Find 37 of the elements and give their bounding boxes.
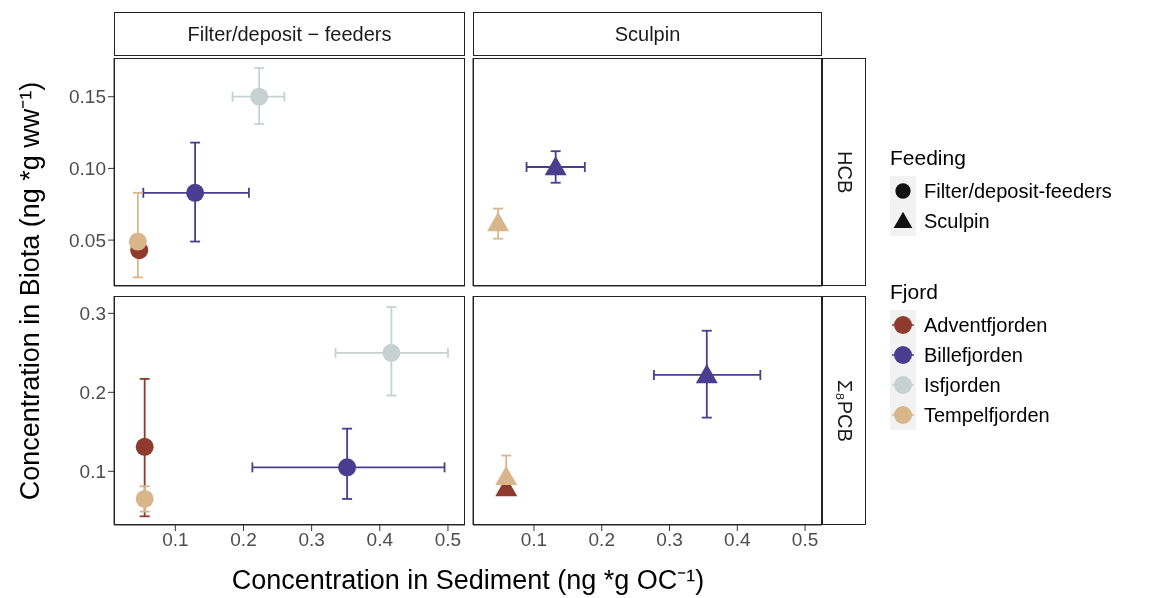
x-axis-title: Concentration in Sediment (ng *g OC⁻¹) xyxy=(231,563,705,597)
legend-label: Billefjorden xyxy=(924,343,1023,367)
y-tick-label: 0.3 xyxy=(79,303,106,325)
legend-label: Tempelfjorden xyxy=(924,403,1050,427)
legend-title: Fjord xyxy=(890,280,939,304)
chart-title: Sculpin xyxy=(473,12,822,56)
x-tick-label: 0.2 xyxy=(588,529,615,551)
point xyxy=(382,343,401,362)
x-tick-label: 0.1 xyxy=(520,529,548,551)
y-axis-title: Concentration in Biota (ng *g ww⁻¹) xyxy=(13,81,46,501)
y-tick-label: 0.2 xyxy=(79,382,106,404)
legend-label: Adventfjorden xyxy=(924,313,1048,337)
text: Feeding xyxy=(890,146,967,170)
text: Filter/deposit-feeders xyxy=(924,179,1112,203)
x-tick-label: 0.1 xyxy=(162,529,189,551)
x-tick-label: 0.3 xyxy=(656,529,683,551)
x-tick-label: 0.3 xyxy=(298,529,325,551)
y-tick-label: 0.15 xyxy=(69,86,106,108)
point xyxy=(135,437,154,456)
point xyxy=(186,183,205,202)
legend-label: Isfjorden xyxy=(924,373,1001,397)
point xyxy=(135,489,154,508)
point xyxy=(128,232,147,251)
y-tick-label: 0.1 xyxy=(79,461,106,483)
y-tick-label: 0.10 xyxy=(69,158,106,180)
point xyxy=(250,87,269,106)
x-tick-label: 0.2 xyxy=(230,529,257,551)
x-tick-label: 0.4 xyxy=(366,529,394,551)
text: Sculpin xyxy=(924,209,990,233)
y2-axis-title: Σ₈PCB xyxy=(832,379,856,442)
chart-title: Filter/deposit − feeders xyxy=(114,12,465,56)
y-tick-label: 0.05 xyxy=(69,229,106,251)
y2-axis-title: HCB xyxy=(832,150,856,194)
point xyxy=(338,458,357,477)
x-tick-label: 0.5 xyxy=(434,529,462,551)
x-tick-label: 0.5 xyxy=(791,529,819,551)
x-tick-label: 0.4 xyxy=(724,529,751,551)
